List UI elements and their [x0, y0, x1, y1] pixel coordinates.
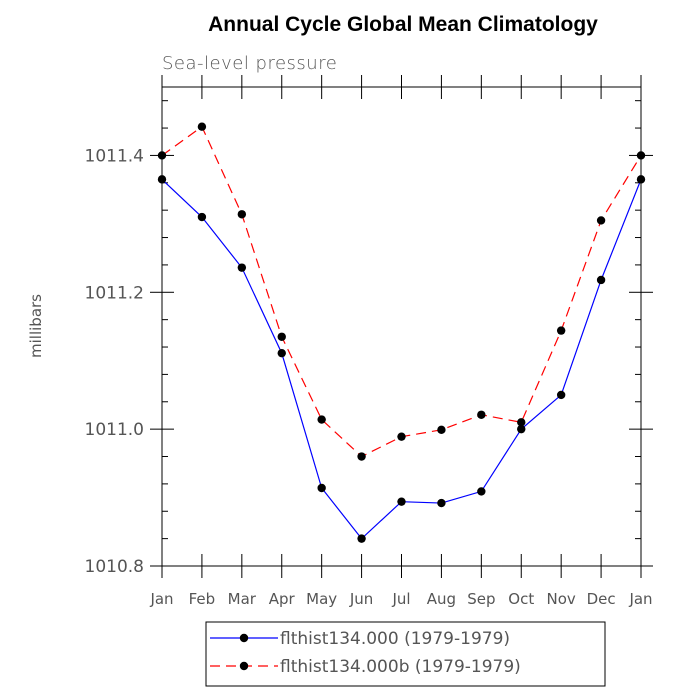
data-point [277, 348, 286, 358]
data-point [317, 483, 326, 493]
y-tick-label: 1011.2 [85, 283, 144, 303]
legend-label: flthist134.000 (1979-1979) [280, 629, 510, 649]
data-point [437, 425, 446, 435]
data-point [157, 151, 167, 160]
series-layer [157, 122, 646, 543]
y-tick-label: 1011.0 [85, 420, 144, 440]
legend-marker [239, 633, 249, 643]
x-tick-label: Nov [547, 590, 576, 608]
x-tick-label: Jul [391, 590, 410, 608]
data-point [437, 498, 446, 508]
data-point [197, 212, 207, 222]
data-point [277, 332, 286, 341]
legend: flthist134.000 (1979-1979) flthist134.000… [205, 621, 606, 687]
legend-item: flthist134.000 (1979-1979) [210, 629, 510, 649]
y-axis: 1010.8 1011.0 1011.2 1011.4 [85, 100, 653, 577]
data-point [197, 122, 207, 131]
y-axis-label: millibars [27, 294, 45, 358]
data-point [357, 452, 366, 461]
data-point [556, 326, 566, 335]
x-tick-label: Sep [467, 590, 495, 608]
data-point [357, 534, 366, 543]
data-point [477, 410, 486, 419]
x-tick-label: Mar [228, 590, 257, 608]
x-tick-label: Jan [628, 590, 652, 608]
x-tick-label: Jan [149, 590, 173, 608]
data-point [556, 390, 566, 400]
data-point [596, 216, 606, 225]
legend-box [205, 621, 606, 687]
plot-area [161, 86, 642, 567]
x-tick-label: May [306, 590, 337, 608]
series-line [161, 125, 642, 458]
x-tick-label: Feb [189, 590, 216, 608]
data-point [397, 497, 406, 506]
x-tick-label: Oct [508, 590, 534, 608]
data-point [477, 487, 486, 496]
chart-title: Annual Cycle Global Mean Climatology [208, 13, 598, 36]
legend-label: flthist134.000b (1979-1979) [280, 657, 521, 677]
data-point [157, 175, 167, 184]
x-tick-label: Jun [349, 590, 373, 608]
legend-item: flthist134.000b (1979-1979) [210, 657, 521, 677]
series-2 [157, 122, 646, 461]
y-tick-label: 1011.4 [85, 146, 144, 166]
data-point [517, 424, 526, 434]
legend-marker [239, 661, 249, 671]
data-point [237, 263, 247, 272]
x-axis: Jan Feb Mar Apr May Jun Jul Aug Sep Oct Nov Dec Jan [149, 75, 653, 608]
data-point [237, 210, 247, 219]
data-point [636, 175, 646, 184]
series-line [161, 178, 642, 540]
data-point [596, 275, 606, 285]
series-1 [157, 175, 646, 543]
x-tick-label: Aug [427, 590, 456, 608]
data-point [517, 418, 526, 427]
y-tick-label: 1010.8 [85, 557, 144, 577]
x-tick-label: Dec [587, 590, 616, 608]
data-point [317, 415, 326, 424]
chart-subtitle: Sea-level pressure [162, 53, 337, 74]
x-tick-label: Apr [269, 590, 296, 608]
data-point [397, 432, 406, 441]
data-point [636, 151, 646, 160]
